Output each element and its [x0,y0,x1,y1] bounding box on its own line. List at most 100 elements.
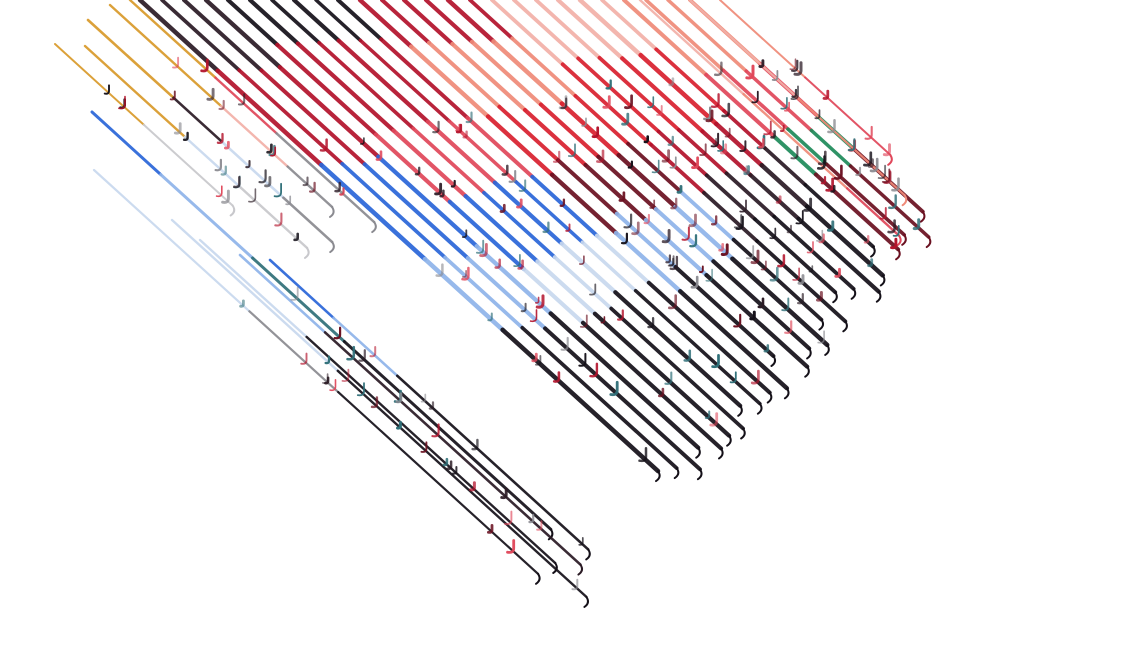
hook-mark [724,127,731,138]
hook-mark [542,221,550,234]
hook-mark [248,188,257,203]
hook-mark [452,466,458,475]
stroke-curl [804,365,810,378]
hook-mark [757,137,765,149]
hook-mark [712,137,717,146]
stroke-curl [740,427,746,440]
diagonal-stroke [491,39,565,106]
diagonal-stroke [646,280,772,395]
hook-mark [780,96,788,110]
diagonal-stroke [538,102,601,159]
hook-mark [749,310,756,321]
diagonal-stroke [534,0,602,60]
hook-mark [739,199,747,213]
diagonal-stroke [559,241,618,295]
hook-mark [591,126,600,139]
hook-mark [218,99,225,111]
hook-mark [676,185,683,194]
diagonal-stroke [275,132,376,224]
hook-mark [531,352,538,363]
hook-mark [670,197,678,210]
hook-mark [369,346,377,358]
hook-mark [169,90,176,101]
diagonal-stroke [357,0,414,49]
hook-mark [863,151,873,167]
diagonal-stroke [724,171,777,219]
diagonal-stroke [638,52,719,127]
hook-mark [668,77,675,87]
hook-mark [667,135,674,146]
stroke-curl [577,563,583,576]
hook-mark [535,355,542,366]
diagonal-stroke [358,38,451,123]
stroke-curl [756,402,763,415]
hook-mark [822,89,830,100]
hook-mark [790,145,799,160]
diagonal-stroke [86,18,175,99]
hook-mark [596,149,605,163]
hook-mark [817,330,825,344]
hook-mark [285,195,292,206]
hook-mark [324,376,330,385]
hook-mark [450,179,456,188]
hook-mark [273,182,282,198]
diagonal-stroke [108,3,223,108]
hook-mark [396,420,402,430]
diagonal-stroke [379,37,470,120]
hook-mark [420,441,428,453]
diagonal-stroke [337,391,540,575]
hook-mark [258,169,267,184]
diagonal-stroke [423,0,475,44]
hook-mark [173,122,182,135]
diagonal-stroke [482,190,557,259]
hook-mark [602,95,611,109]
hook-mark [806,241,814,254]
hook-mark [668,294,677,310]
hook-mark [863,234,870,244]
diagonal-stroke [514,179,585,244]
diagonal-stroke [183,135,242,189]
hook-mark [346,345,356,361]
diagonal-stroke [510,36,578,98]
hook-mark [638,447,648,463]
hook-mark [414,166,421,176]
diagonal-stroke [620,56,705,134]
diagonal-stroke [463,194,540,264]
hook-mark [733,313,742,328]
diagonal-stroke [573,94,630,146]
hook-mark [763,344,770,353]
diagonal-stroke [203,0,282,70]
stroke-curl [887,153,893,166]
diagonal-stroke [277,64,381,159]
hook-mark [552,371,561,383]
stroke-curl [535,572,541,585]
hook-mark [711,353,720,369]
hook-mark [536,520,543,531]
hook-mark [703,106,712,121]
diagonal-stroke [362,162,470,261]
hook-mark [302,176,309,187]
hook-mark [624,94,633,110]
hook-mark [274,212,283,227]
hook-mark [446,460,453,471]
hook-mark [567,143,576,158]
diagonal-stroke [247,0,300,46]
diagonal-stroke [654,47,726,113]
hook-mark [506,539,516,554]
diagonal-stroke [609,306,745,431]
hook-mark [882,143,891,157]
hook-mark [516,198,523,209]
diagonal-stroke [248,310,340,394]
diagonal-stroke [556,158,619,216]
hook-mark [665,254,671,264]
diagonal-stroke [803,183,875,249]
diagonal-stroke [753,217,838,295]
hook-mark [661,149,670,163]
hook-mark [565,223,571,232]
hook-mark [690,275,699,289]
diagonal-stroke [317,40,416,131]
hook-mark [739,140,747,153]
hook-mark [784,101,790,112]
hook-mark [777,254,786,268]
stroke-curl [718,447,724,460]
